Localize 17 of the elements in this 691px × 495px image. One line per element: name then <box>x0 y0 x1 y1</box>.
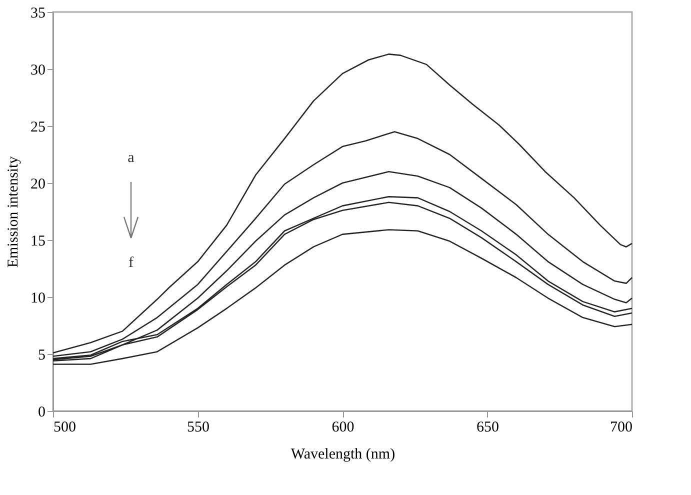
x-tick-label: 500 <box>54 420 76 436</box>
y-tick-label: 10 <box>30 290 46 306</box>
annotation: a <box>128 150 135 166</box>
y-tick-label: 5 <box>38 348 46 364</box>
annotation: f <box>128 255 134 271</box>
x-tick-label: 600 <box>332 420 354 436</box>
y-tick-label: 25 <box>30 120 46 136</box>
y-tick-label: 0 <box>38 404 46 420</box>
x-axis-title: Wavelength (nm) <box>290 446 396 462</box>
y-tick-label: 35 <box>30 6 46 22</box>
y-axis-title: Emission intensity <box>6 156 22 268</box>
y-tick-label: 30 <box>30 62 46 78</box>
x-tick-label: 650 <box>476 420 499 436</box>
y-tick-label: 20 <box>30 176 46 192</box>
x-tick-label: 550 <box>187 420 210 436</box>
y-tick-label: 15 <box>30 234 46 250</box>
x-tick-label: 700 <box>610 420 632 436</box>
